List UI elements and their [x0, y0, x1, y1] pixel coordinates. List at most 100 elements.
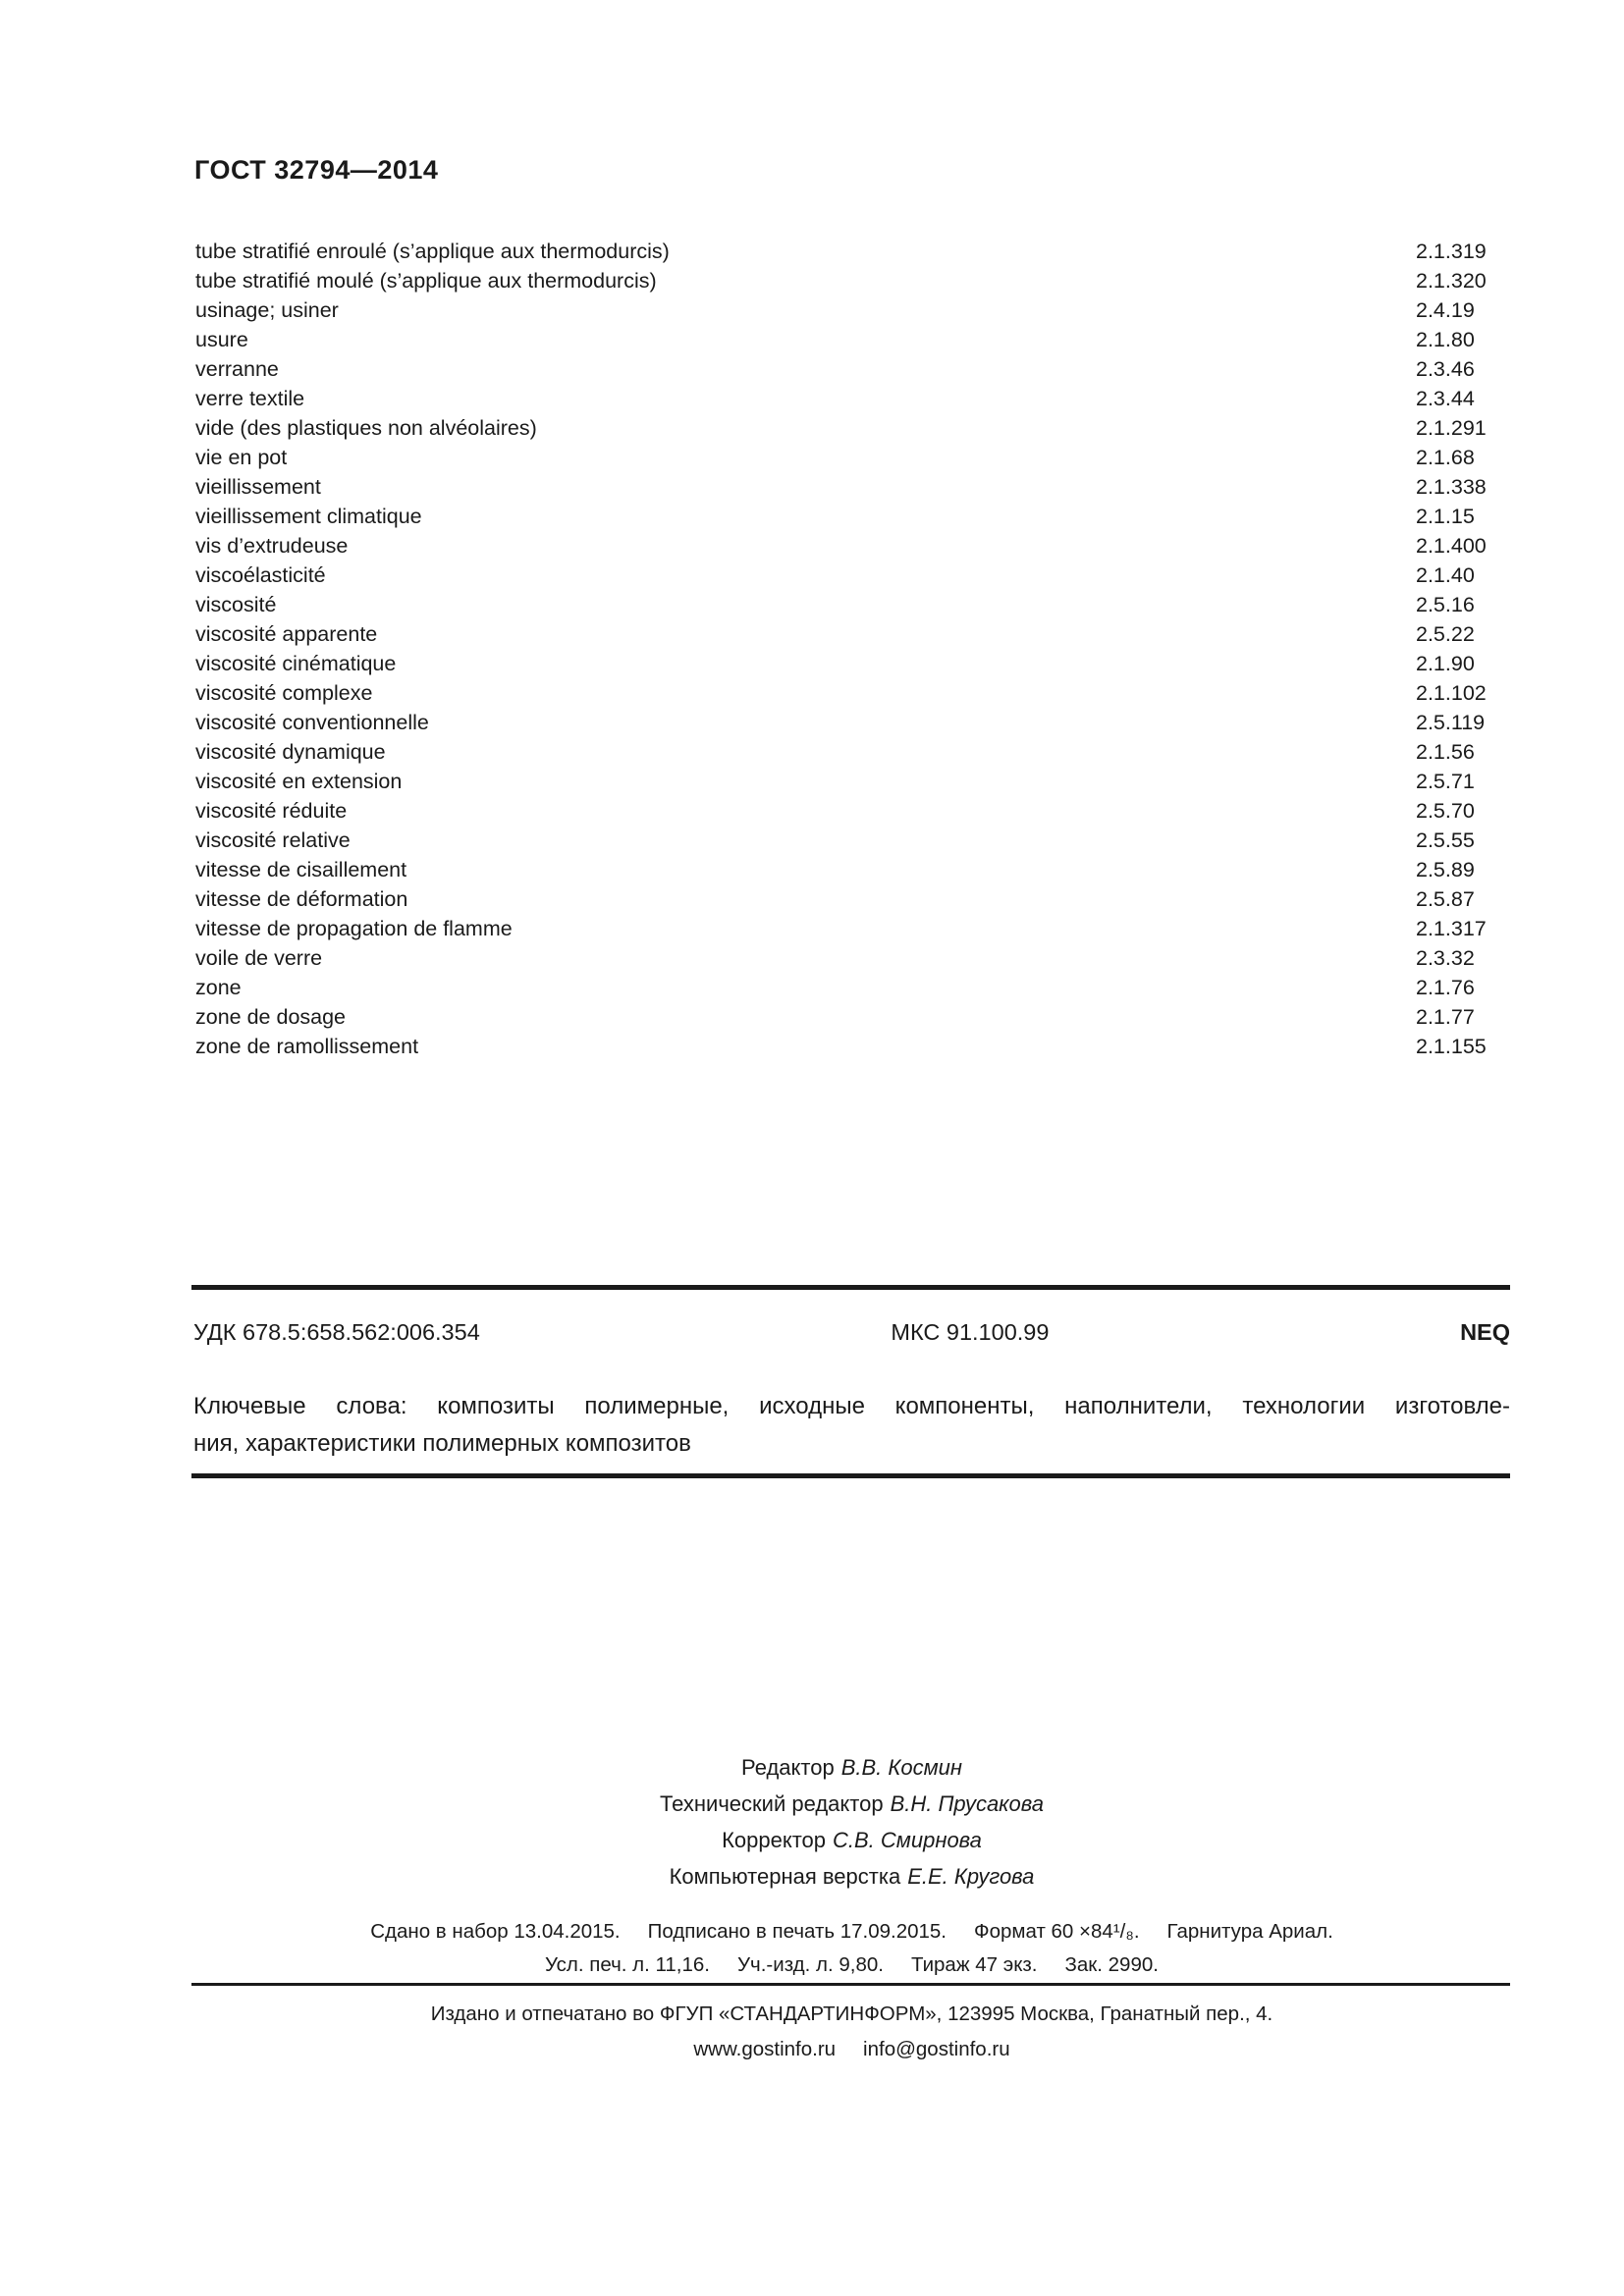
index-term: zone de ramollissement — [195, 1035, 419, 1058]
publisher-block: Издано и отпечатано во ФГУП «СТАНДАРТИНФ… — [193, 1997, 1510, 2067]
index-entry: zone de dosage 2.1.77 — [195, 1002, 1511, 1032]
index-term: vitesse de déformation — [195, 887, 408, 911]
keywords-line: Ключевые слова: композиты полимерные, ис… — [193, 1393, 1510, 1419]
index-term: usure — [195, 328, 248, 351]
index-entry: viscosité 2.5.16 — [195, 590, 1511, 619]
imprint-segment: Формат 60 ×84¹/₈. — [974, 1920, 1140, 1943]
publisher-address: Издано и отпечатано во ФГУП «СТАНДАРТИНФ… — [430, 2002, 1273, 2025]
index-ref: 2.1.155 — [1416, 1035, 1487, 1058]
index-ref: 2.1.80 — [1416, 328, 1475, 351]
index-entry: viscosité cinématique 2.1.90 — [195, 649, 1511, 678]
index-ref: 2.5.55 — [1416, 828, 1475, 852]
index-entry: vitesse de propagation de flamme 2.1.317 — [195, 914, 1511, 943]
index-ref: 2.1.320 — [1416, 269, 1487, 293]
index-term: vitesse de propagation de flamme — [195, 917, 513, 940]
index-term: verranne — [195, 357, 279, 381]
index-term: tube stratifié moulé (s’applique aux the… — [195, 269, 657, 293]
index-entry: viscoélasticité 2.1.40 — [195, 561, 1511, 590]
index-entry: zone 2.1.76 — [195, 973, 1511, 1002]
credit-name: В.В. Космин — [840, 1755, 962, 1780]
index-term: usinage; usiner — [195, 298, 339, 322]
imprint-block: Сдано в набор 13.04.2015. Подписано в печ… — [193, 1915, 1510, 1982]
index-ref: 2.1.400 — [1416, 534, 1487, 558]
imprint-segment: Гарнитура Ариал. — [1166, 1920, 1333, 1943]
credit-line: Редактор В.В. Космин — [193, 1749, 1510, 1786]
index-term: vitesse de cisaillement — [195, 858, 407, 881]
index-entry: zone de ramollissement 2.1.155 — [195, 1032, 1511, 1061]
index-entry: usure 2.1.80 — [195, 325, 1511, 354]
index-entry: vitesse de déformation 2.5.87 — [195, 884, 1511, 914]
index-term: viscosité en extension — [195, 770, 403, 793]
index-entry: viscosité apparente 2.5.22 — [195, 619, 1511, 649]
imprint-segment: Уч.-изд. л. 9,80. — [737, 1953, 884, 1976]
index-term: zone de dosage — [195, 1005, 347, 1029]
publisher-contact: info@gostinfo.ru — [863, 2038, 1010, 2060]
imprint-segment: Тираж 47 экз. — [910, 1953, 1038, 1976]
index-term: zone — [195, 976, 242, 999]
index-entry: viscosité complexe 2.1.102 — [195, 678, 1511, 708]
index-ref: 2.4.19 — [1416, 298, 1475, 322]
index-entry: vieillissement 2.1.338 — [195, 472, 1511, 502]
index-ref: 2.1.338 — [1416, 475, 1487, 499]
horizontal-rule-bottom — [191, 1983, 1510, 1986]
index-ref: 2.5.119 — [1416, 711, 1486, 734]
index-term: vieillissement climatique — [195, 505, 422, 528]
credit-role: Редактор — [740, 1755, 835, 1780]
index-term: voile de verre — [195, 946, 323, 970]
index-ref: 2.1.102 — [1416, 681, 1487, 705]
index-ref: 2.1.15 — [1416, 505, 1475, 528]
index-ref: 2.3.32 — [1416, 946, 1475, 970]
udk-code: УДК 678.5:658.562:006.354 — [193, 1319, 480, 1345]
credit-role: Корректор — [722, 1828, 826, 1852]
credit-role: Компьютерная верстка — [669, 1864, 901, 1889]
index-term: viscosité relative — [195, 828, 351, 852]
index-entry: verranne 2.3.46 — [195, 354, 1511, 384]
index-term: vieillissement — [195, 475, 321, 499]
credit-line: Компьютерная верстка Е.Е. Кругова — [193, 1858, 1510, 1895]
index-ref: 2.1.291 — [1416, 416, 1487, 440]
horizontal-rule-top — [191, 1285, 1510, 1290]
index-ref: 2.1.76 — [1416, 976, 1475, 999]
credit-name: В.Н. Прусакова — [890, 1791, 1045, 1816]
index-ref: 2.1.77 — [1416, 1005, 1475, 1029]
index-term: vie en pot — [195, 446, 288, 469]
index-ref: 2.1.40 — [1416, 563, 1475, 587]
index-ref: 2.5.70 — [1416, 799, 1475, 823]
index-term: viscosité complexe — [195, 681, 373, 705]
index-entry: usinage; usiner 2.4.19 — [195, 295, 1511, 325]
index-entry: vie en pot 2.1.68 — [195, 443, 1511, 472]
index-ref: 2.5.89 — [1416, 858, 1475, 881]
credit-name: Е.Е. Кругова — [907, 1864, 1035, 1889]
index-list: tube stratifié enroulé (s’applique aux t… — [195, 237, 1511, 1061]
keywords-line: ния, характеристики полимерных композито… — [193, 1430, 691, 1457]
index-ref: 2.1.90 — [1416, 652, 1475, 675]
index-entry: verre textile 2.3.44 — [195, 384, 1511, 413]
index-entry: tube stratifié moulé (s’applique aux the… — [195, 266, 1511, 295]
index-term: viscosité apparente — [195, 622, 378, 646]
classification-row: УДК 678.5:658.562:006.354 МКС 91.100.99 … — [193, 1319, 1510, 1346]
index-term: viscoélasticité — [195, 563, 326, 587]
horizontal-rule-middle — [191, 1473, 1510, 1478]
neq-label: NEQ — [1460, 1319, 1510, 1345]
index-term: verre textile — [195, 387, 305, 410]
credit-line: Корректор С.В. Смирнова — [193, 1822, 1510, 1858]
index-term: viscosité — [195, 593, 277, 616]
index-ref: 2.3.44 — [1416, 387, 1475, 410]
index-term: vis d’extrudeuse — [195, 534, 349, 558]
index-entry: vis d’extrudeuse 2.1.400 — [195, 531, 1511, 561]
index-entry: vitesse de cisaillement 2.5.89 — [195, 855, 1511, 884]
credits-block: Редактор В.В. Космин Технический редактор В… — [193, 1749, 1510, 1895]
index-term: viscosité conventionnelle — [195, 711, 429, 734]
index-ref: 2.1.68 — [1416, 446, 1475, 469]
document-number: ГОСТ 32794—2014 — [194, 155, 439, 185]
index-ref: 2.5.71 — [1416, 770, 1475, 793]
index-entry: viscosité dynamique 2.1.56 — [195, 737, 1511, 767]
mks-code: МКС 91.100.99 — [891, 1319, 1050, 1345]
index-ref: 2.1.56 — [1416, 740, 1475, 764]
index-entry: tube stratifié enroulé (s’applique aux t… — [195, 237, 1511, 266]
index-term: tube stratifié enroulé (s’applique aux t… — [195, 240, 670, 263]
keywords-paragraph: Ключевые слова: композиты полимерные, ис… — [193, 1388, 1510, 1463]
index-entry: vieillissement climatique 2.1.15 — [195, 502, 1511, 531]
index-ref: 2.3.46 — [1416, 357, 1475, 381]
credit-name: С.В. Смирнова — [833, 1828, 982, 1852]
